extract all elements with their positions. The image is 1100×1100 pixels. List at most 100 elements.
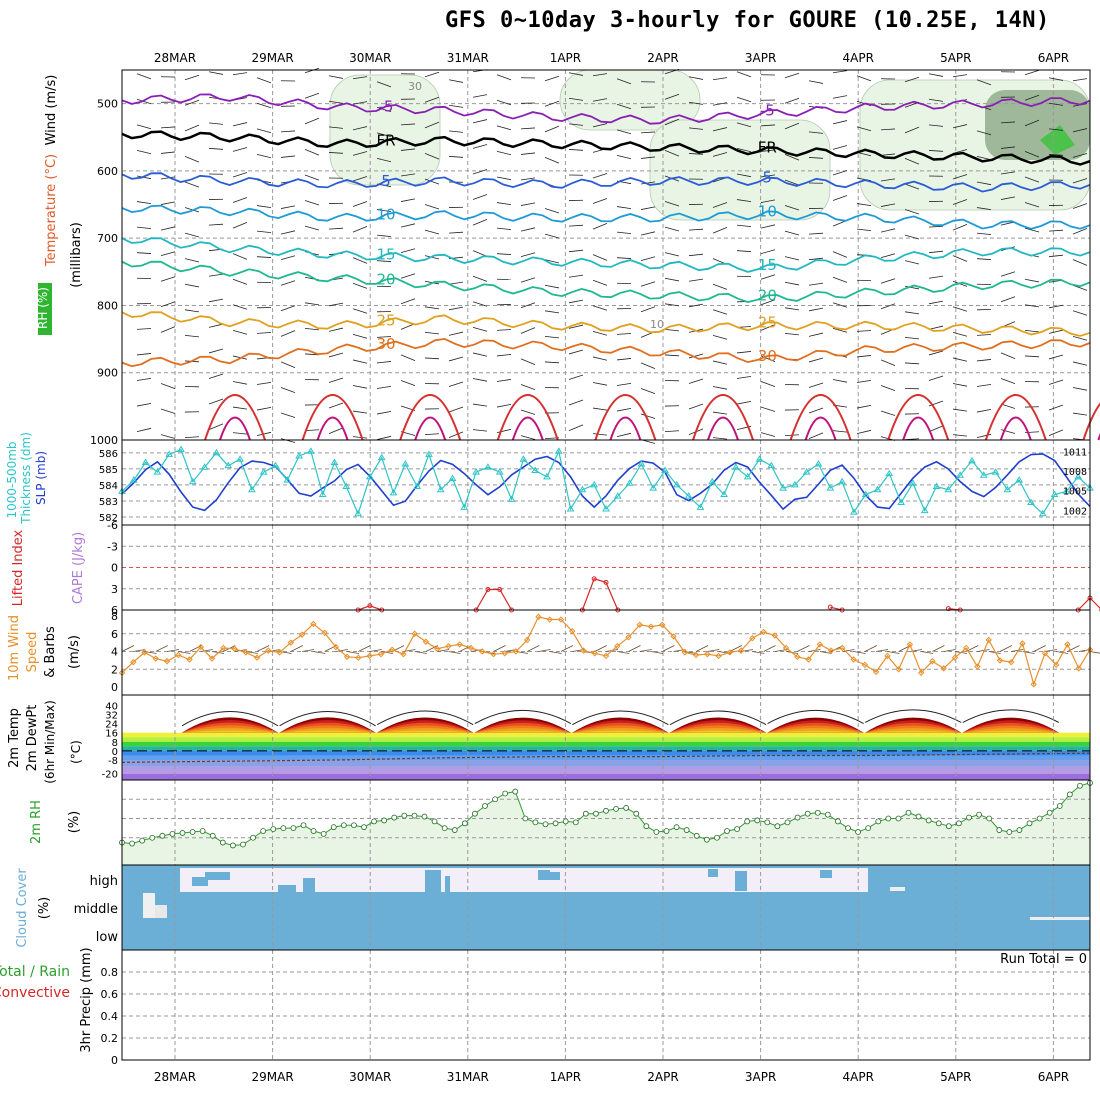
contour-label: 30 (758, 347, 777, 365)
thickness-point (165, 450, 174, 457)
wind-barb (155, 645, 168, 652)
wind-barb (400, 380, 416, 386)
wind-barb (864, 645, 878, 652)
wind-speed-point (794, 653, 801, 661)
rh-point (290, 825, 297, 832)
wind-barb (380, 651, 393, 654)
thickness-point (366, 472, 374, 480)
temp-contour (887, 394, 950, 441)
wind-barb (304, 429, 320, 432)
axis-label-total-rain: Total / Rain (0, 964, 70, 980)
wind-barb (1078, 649, 1091, 652)
wind-barb (1000, 403, 1016, 409)
temp-contour (789, 394, 852, 441)
thickness-point (897, 498, 906, 506)
axis-label-ms: (m/s) (67, 635, 82, 669)
wind-speed-point (478, 648, 486, 655)
wind-barb (832, 327, 848, 333)
wind-barb (136, 226, 152, 230)
temp-contour (316, 416, 349, 441)
wind-barb (976, 433, 992, 439)
wind-barb (1000, 429, 1016, 434)
wind-barb (616, 129, 632, 135)
wind-barb (880, 410, 896, 416)
wind-speed-point (647, 623, 655, 630)
rh-point (179, 830, 186, 836)
wind-barb (736, 400, 752, 405)
thickness-point (295, 452, 303, 459)
y-tick: 600 (97, 165, 118, 178)
wind-barb (472, 94, 488, 98)
temp-contour (121, 237, 1091, 273)
wind-barb (1024, 151, 1040, 158)
thickness-point (212, 448, 221, 456)
wind-barb (335, 649, 348, 652)
wind-barb (976, 258, 992, 260)
wind-barb (208, 223, 224, 226)
wind-barb (688, 303, 704, 308)
wind-barb (760, 432, 776, 437)
temp-band (122, 766, 1090, 774)
wind-barb (952, 149, 968, 154)
wind-barb (496, 378, 512, 382)
wind-speed-point (771, 632, 779, 639)
wind-barb (136, 402, 152, 407)
wind-barb (376, 260, 392, 262)
wind-barb (1000, 146, 1016, 149)
rh-point (875, 818, 882, 825)
wind-speed-point (310, 620, 317, 628)
cloud-high-bar (708, 869, 718, 877)
wind-barb (208, 148, 224, 150)
wind-barb (136, 98, 152, 105)
wind-speed-point (1030, 681, 1037, 688)
wind-barb (664, 226, 680, 232)
temp-contour (121, 260, 1091, 304)
wind-barb (520, 409, 536, 415)
wind-barb (904, 158, 920, 165)
wind-barb (712, 309, 728, 315)
lifted-index-line (475, 588, 513, 611)
temp-line (376, 710, 474, 726)
date-tick-top: 5APR (940, 51, 971, 65)
wind-barb (472, 169, 488, 175)
wind-barb (952, 74, 968, 78)
wind-barb (568, 249, 584, 253)
wind-speed-point (861, 661, 869, 669)
wind-barb (1048, 154, 1064, 156)
axis-label-percent: (%) (67, 811, 82, 834)
wind-barb (493, 645, 506, 652)
wind-barb (976, 232, 992, 236)
contour-label: 20 (376, 271, 395, 289)
wind-speed-point (152, 655, 159, 662)
wind-barb (797, 645, 810, 652)
thickness-point (531, 466, 540, 473)
wind-barb (784, 72, 800, 79)
wind-barb (352, 436, 368, 439)
wind-barb (650, 651, 664, 654)
rh-point (522, 815, 529, 822)
wind-barb (448, 130, 464, 133)
wind-barb (640, 156, 656, 159)
wind-speed-point (366, 652, 373, 660)
wind-barb (880, 228, 896, 233)
wind-barb (1048, 102, 1064, 106)
thickness-point (968, 456, 976, 464)
wind-barb (496, 354, 512, 357)
wind-barb (472, 301, 488, 307)
rh-point (976, 811, 982, 818)
wind-barb (280, 361, 296, 368)
thickness-point (826, 484, 835, 491)
rh-point (986, 815, 993, 822)
temp-band (122, 760, 1090, 767)
wind-barb (1000, 121, 1016, 124)
wind-barb (664, 93, 680, 100)
rh-point (1056, 803, 1063, 809)
wind-speed-point (298, 631, 306, 638)
wind-barb (448, 431, 464, 438)
rh-point (391, 814, 398, 821)
thickness-point (838, 477, 846, 485)
temp-contour (121, 204, 1091, 230)
wind-barb (784, 97, 800, 104)
temp-dome (474, 730, 571, 733)
wind-barb (928, 350, 944, 356)
